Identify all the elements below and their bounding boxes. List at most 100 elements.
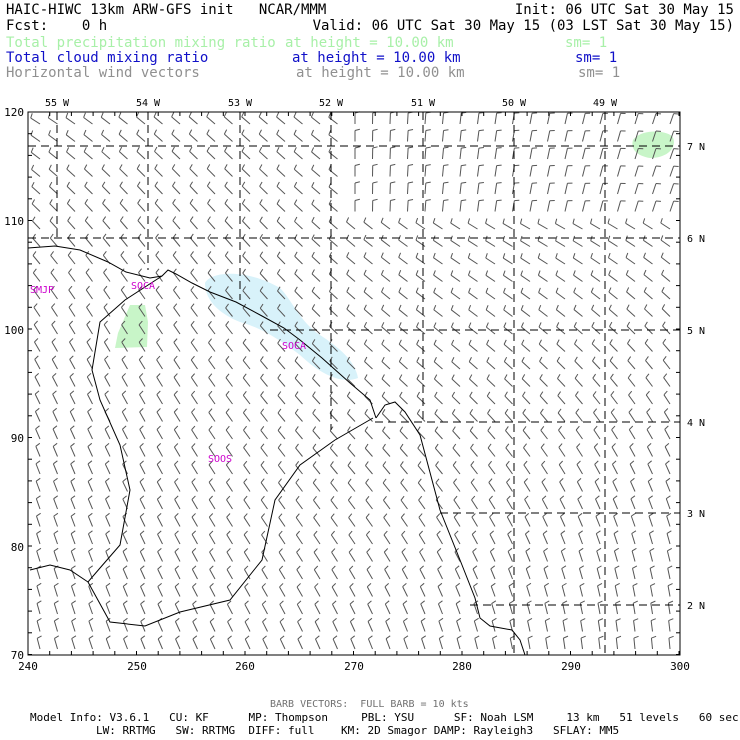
wind-barb-shaft — [329, 395, 338, 405]
wind-barb-flag — [241, 146, 245, 152]
wind-barb-shaft — [224, 237, 233, 247]
wind-barb-shaft — [138, 376, 146, 387]
wind-barb-shaft — [488, 464, 496, 475]
wind-barb-shaft — [122, 568, 128, 580]
wind-barb-flag — [191, 408, 196, 413]
wind-barb-flag — [31, 216, 36, 222]
wind-barb-flag — [593, 443, 599, 448]
wind-barb-shaft — [83, 151, 93, 160]
wind-barb-flag — [243, 513, 248, 518]
wind-barb-flag — [191, 478, 196, 483]
wind-barb-flag — [88, 600, 94, 605]
wind-barb-flag — [68, 285, 73, 291]
wind-barb-flag — [52, 442, 58, 447]
wind-barb-shaft — [562, 638, 566, 650]
wind-barb-flag — [363, 252, 367, 258]
wind-barb-flag — [537, 218, 540, 224]
wind-barb-flag — [538, 339, 542, 345]
wind-barb-flag — [577, 512, 583, 517]
wind-barb-shaft — [313, 551, 321, 562]
wind-barb-flag — [35, 425, 40, 430]
wind-barb-flag — [118, 112, 122, 118]
wind-barb-shaft — [591, 291, 601, 300]
wind-barb-flag — [433, 374, 438, 380]
wind-barb-shaft — [119, 220, 128, 230]
wind-barb-flag — [294, 338, 299, 344]
wind-barb-flag — [226, 513, 231, 518]
wind-barb-flag — [173, 408, 179, 413]
wind-barb-shaft — [633, 620, 636, 632]
wind-barb-flag — [663, 408, 669, 413]
wind-barb-flag — [174, 530, 179, 535]
wind-barb-shaft — [487, 430, 496, 440]
wind-barb-flag — [191, 425, 196, 431]
wind-barb-shaft — [558, 429, 566, 440]
wind-barb-shaft — [547, 113, 551, 125]
wind-barb-flag — [190, 268, 195, 274]
wind-barb-flag — [50, 251, 54, 256]
wind-barb-flag — [437, 565, 442, 570]
wind-barb-flag — [86, 303, 91, 308]
wind-barb-flag — [259, 321, 264, 326]
wind-barb-flag — [560, 530, 566, 535]
wind-barb-flag — [206, 164, 211, 169]
wind-barb-shaft — [36, 550, 41, 562]
wind-barb-shaft — [190, 359, 198, 370]
wind-barb-flag — [259, 181, 263, 187]
wind-barb-flag — [332, 635, 338, 640]
wind-barb-shaft — [608, 257, 618, 265]
wind-barb-flag — [69, 407, 75, 412]
wind-barb-flag — [348, 513, 353, 518]
wind-barb-shaft — [592, 360, 601, 370]
wind-barb-shaft — [311, 151, 321, 160]
wind-barb-flag — [450, 270, 454, 276]
wind-barb-flag — [225, 443, 230, 448]
wind-barb-flag — [121, 338, 126, 343]
wind-barb-shaft — [277, 377, 286, 387]
wind-barb-flag — [590, 270, 594, 276]
wind-barb-shaft — [512, 200, 515, 212]
wind-barb-flag — [416, 374, 420, 380]
wind-barb-shaft — [560, 516, 566, 527]
wind-barb-shaft — [104, 481, 111, 492]
wind-barb-flag — [156, 355, 161, 361]
wind-barb-flag — [313, 565, 319, 570]
wind-barb-flag — [399, 374, 403, 380]
wind-barb-shaft — [312, 447, 321, 457]
wind-barb-shaft — [312, 430, 321, 440]
wind-barb-flag — [36, 530, 42, 534]
wind-barb-flag — [443, 164, 449, 167]
wind-barb-shaft — [103, 341, 111, 352]
wind-barb-shaft — [421, 638, 426, 650]
wind-barb-shaft — [521, 343, 531, 352]
wind-barb-shaft — [547, 200, 551, 212]
wind-barb-flag — [398, 356, 403, 362]
wind-barb-shaft — [293, 151, 303, 160]
wind-barb-shaft — [226, 482, 233, 492]
wind-barb-flag — [408, 181, 414, 184]
wind-barb-shaft — [381, 309, 391, 317]
wind-barb-shaft — [580, 638, 583, 650]
wind-barb-flag — [227, 617, 232, 623]
lat-label: 7 N — [687, 142, 705, 153]
wind-barb-flag — [662, 338, 667, 344]
wind-barb-shaft — [660, 222, 671, 230]
wind-barb-flag — [206, 146, 210, 152]
wind-barb-flag — [86, 373, 92, 378]
wind-barb-shaft — [614, 585, 618, 597]
wind-barb-shaft — [157, 568, 163, 580]
wind-barb-flag — [123, 600, 128, 605]
wind-barb-flag — [382, 443, 386, 449]
wind-barb-shaft — [529, 183, 533, 195]
wind-barb-flag — [329, 426, 334, 432]
wind-barb-shaft — [644, 308, 653, 317]
wind-barb-flag — [667, 565, 673, 569]
wind-barb-shaft — [434, 395, 443, 405]
wind-barb-flag — [628, 408, 633, 413]
wind-barb-shaft — [260, 499, 268, 510]
wind-barb-shaft — [459, 183, 462, 195]
wind-barb-shaft — [224, 203, 233, 212]
wind-barb-flag — [488, 460, 492, 466]
wind-barb-flag — [561, 565, 567, 569]
wind-barb-flag — [329, 339, 333, 345]
